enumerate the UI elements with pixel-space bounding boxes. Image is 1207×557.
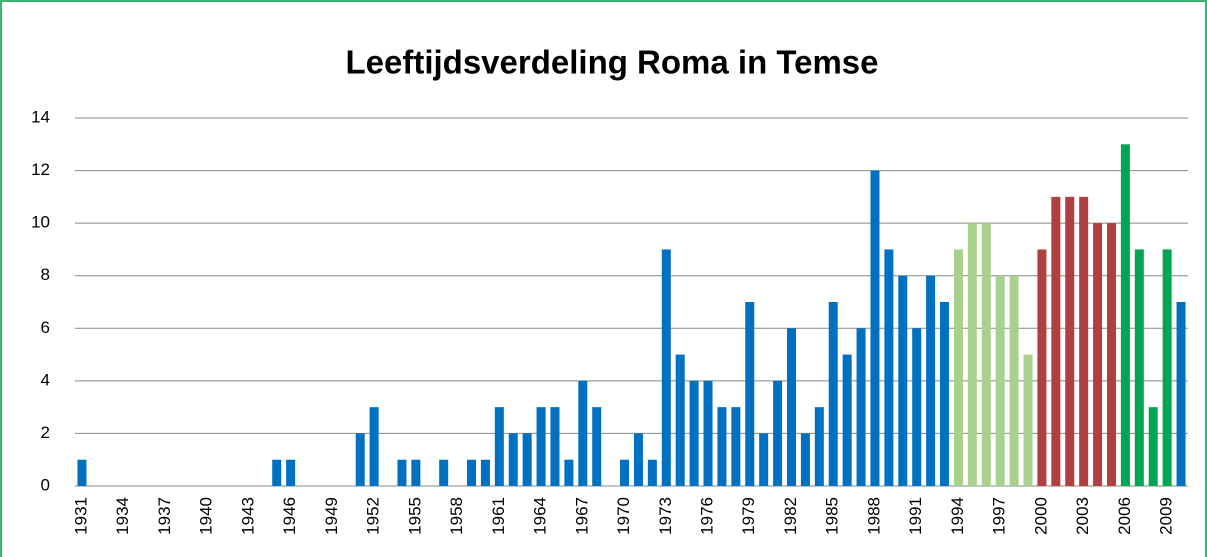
x-tick-label: 2006 bbox=[1115, 497, 1134, 535]
bar bbox=[800, 433, 810, 486]
bar bbox=[940, 302, 950, 486]
y-tick-label: 4 bbox=[41, 370, 50, 389]
bar bbox=[1176, 302, 1186, 486]
x-tick-label: 1946 bbox=[280, 497, 299, 535]
bar bbox=[77, 459, 87, 486]
bar bbox=[522, 433, 532, 486]
bar bbox=[1037, 249, 1047, 486]
bar bbox=[675, 354, 685, 486]
bar bbox=[1079, 196, 1089, 486]
bar bbox=[898, 275, 908, 486]
bar bbox=[1065, 196, 1075, 486]
bar bbox=[633, 433, 643, 486]
y-tick-label: 0 bbox=[41, 475, 50, 494]
bar bbox=[828, 302, 838, 486]
y-tick-label: 10 bbox=[31, 213, 50, 232]
bar bbox=[856, 328, 866, 486]
bar bbox=[703, 380, 713, 486]
y-tick-label: 12 bbox=[31, 160, 50, 179]
bar bbox=[369, 407, 379, 486]
bar bbox=[814, 407, 824, 486]
bar bbox=[1009, 275, 1019, 486]
bar bbox=[550, 407, 560, 486]
bar bbox=[620, 459, 630, 486]
x-tick-label: 1970 bbox=[614, 497, 633, 535]
x-tick-label: 1934 bbox=[113, 497, 132, 535]
x-tick-label: 1937 bbox=[155, 497, 174, 535]
bar bbox=[467, 459, 477, 486]
x-tick-label: 1988 bbox=[864, 497, 883, 535]
bar bbox=[439, 459, 449, 486]
bar bbox=[508, 433, 518, 486]
x-tick-label: 1991 bbox=[906, 497, 925, 535]
x-tick-label: 1931 bbox=[71, 497, 90, 535]
bar bbox=[689, 380, 699, 486]
bar bbox=[1120, 144, 1130, 487]
x-tick-label: 1976 bbox=[698, 497, 717, 535]
x-tick-label: 2009 bbox=[1157, 497, 1176, 535]
bar bbox=[967, 223, 977, 486]
y-tick-label: 8 bbox=[41, 265, 50, 284]
bar bbox=[1148, 407, 1158, 486]
bar bbox=[661, 249, 671, 486]
x-tick-label: 1973 bbox=[656, 497, 675, 535]
bar bbox=[1134, 249, 1144, 486]
bar bbox=[995, 275, 1005, 486]
y-tick-label: 6 bbox=[41, 318, 50, 337]
bar bbox=[355, 433, 365, 486]
bar bbox=[592, 407, 602, 486]
bar bbox=[1023, 354, 1033, 486]
bar bbox=[411, 459, 421, 486]
bar bbox=[286, 459, 296, 486]
bar bbox=[731, 407, 741, 486]
bar bbox=[494, 407, 504, 486]
bar bbox=[870, 170, 880, 487]
bar bbox=[842, 354, 852, 486]
x-tick-label: 1997 bbox=[990, 497, 1009, 535]
x-tick-label: 1952 bbox=[364, 497, 383, 535]
x-tick-label: 1985 bbox=[823, 497, 842, 535]
x-tick-label: 1964 bbox=[531, 497, 550, 535]
x-tick-label: 1958 bbox=[447, 497, 466, 535]
bar bbox=[786, 328, 796, 486]
x-tick-label: 2000 bbox=[1031, 497, 1050, 535]
x-tick-label: 2003 bbox=[1073, 497, 1092, 535]
bar bbox=[536, 407, 546, 486]
bar bbox=[953, 249, 963, 486]
x-tick-label: 1955 bbox=[405, 497, 424, 535]
y-tick-label: 2 bbox=[41, 423, 50, 442]
bar bbox=[1093, 223, 1103, 486]
bar bbox=[745, 302, 755, 486]
x-tick-label: 1994 bbox=[948, 497, 967, 535]
x-tick-label: 1949 bbox=[322, 497, 341, 535]
bar bbox=[926, 275, 936, 486]
bar bbox=[564, 459, 574, 486]
bar bbox=[1106, 223, 1116, 486]
bar bbox=[1051, 196, 1061, 486]
y-tick-label: 14 bbox=[31, 107, 50, 126]
bar bbox=[578, 380, 588, 486]
x-tick-label: 1961 bbox=[489, 497, 508, 535]
bar bbox=[272, 459, 282, 486]
x-tick-label: 1943 bbox=[238, 497, 257, 535]
bar bbox=[717, 407, 727, 486]
bar bbox=[884, 249, 894, 486]
bar bbox=[759, 433, 769, 486]
bar bbox=[912, 328, 922, 486]
x-tick-label: 1940 bbox=[197, 497, 216, 535]
chart-title: Leeftijdsverdeling Roma in Temse bbox=[345, 44, 878, 81]
x-tick-label: 1979 bbox=[739, 497, 758, 535]
x-tick-label: 1967 bbox=[572, 497, 591, 535]
bar bbox=[480, 459, 490, 486]
bar bbox=[773, 380, 783, 486]
bar bbox=[1162, 249, 1172, 486]
x-tick-label: 1982 bbox=[781, 497, 800, 535]
bar bbox=[647, 459, 657, 486]
bar bbox=[397, 459, 407, 486]
bar bbox=[981, 223, 991, 486]
